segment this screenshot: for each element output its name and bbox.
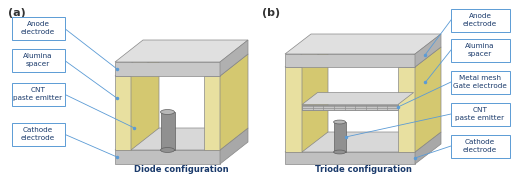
Polygon shape — [285, 67, 302, 152]
Text: Cathode
electrode: Cathode electrode — [463, 139, 497, 153]
Ellipse shape — [334, 150, 346, 154]
Text: Anode
electrode: Anode electrode — [463, 13, 497, 27]
Polygon shape — [204, 76, 220, 150]
Text: CNT
paste emitter: CNT paste emitter — [13, 87, 62, 101]
Bar — [334, 122, 346, 152]
Polygon shape — [285, 132, 441, 152]
Polygon shape — [131, 54, 159, 150]
Polygon shape — [302, 104, 398, 110]
Polygon shape — [220, 40, 248, 76]
FancyBboxPatch shape — [11, 48, 64, 72]
FancyBboxPatch shape — [11, 82, 64, 106]
Polygon shape — [285, 152, 415, 164]
Polygon shape — [220, 54, 248, 150]
Polygon shape — [398, 47, 441, 67]
Polygon shape — [115, 128, 248, 150]
FancyBboxPatch shape — [11, 122, 64, 145]
FancyBboxPatch shape — [11, 17, 64, 39]
Text: Anode
electrode: Anode electrode — [21, 21, 55, 35]
Polygon shape — [115, 54, 159, 76]
FancyBboxPatch shape — [451, 70, 509, 94]
FancyBboxPatch shape — [451, 134, 509, 157]
Polygon shape — [302, 47, 328, 152]
Polygon shape — [302, 92, 414, 104]
FancyBboxPatch shape — [451, 102, 509, 126]
Polygon shape — [204, 54, 248, 76]
FancyBboxPatch shape — [451, 39, 509, 62]
Polygon shape — [285, 54, 415, 67]
Ellipse shape — [161, 148, 175, 153]
Text: (a): (a) — [8, 8, 26, 18]
Text: Cathode
electrode: Cathode electrode — [21, 127, 55, 141]
Polygon shape — [115, 62, 220, 76]
Polygon shape — [285, 34, 441, 54]
Text: Alumina
spacer: Alumina spacer — [23, 53, 53, 67]
Ellipse shape — [334, 120, 346, 124]
Text: (b): (b) — [262, 8, 280, 18]
Ellipse shape — [161, 110, 175, 114]
Bar — [161, 112, 175, 150]
Polygon shape — [220, 128, 248, 164]
Polygon shape — [115, 76, 131, 150]
Polygon shape — [415, 47, 441, 152]
Text: CNT
paste emitter: CNT paste emitter — [455, 107, 505, 121]
Polygon shape — [115, 150, 220, 164]
Polygon shape — [415, 34, 441, 67]
FancyBboxPatch shape — [451, 9, 509, 31]
Text: Triode configuration: Triode configuration — [315, 165, 411, 174]
Polygon shape — [285, 47, 328, 67]
Polygon shape — [115, 40, 248, 62]
Polygon shape — [398, 67, 415, 152]
Text: Metal mesh
Gate electrode: Metal mesh Gate electrode — [453, 75, 507, 89]
Text: Diode configuration: Diode configuration — [134, 165, 229, 174]
Polygon shape — [415, 132, 441, 164]
Text: Alumina
spacer: Alumina spacer — [465, 43, 495, 57]
